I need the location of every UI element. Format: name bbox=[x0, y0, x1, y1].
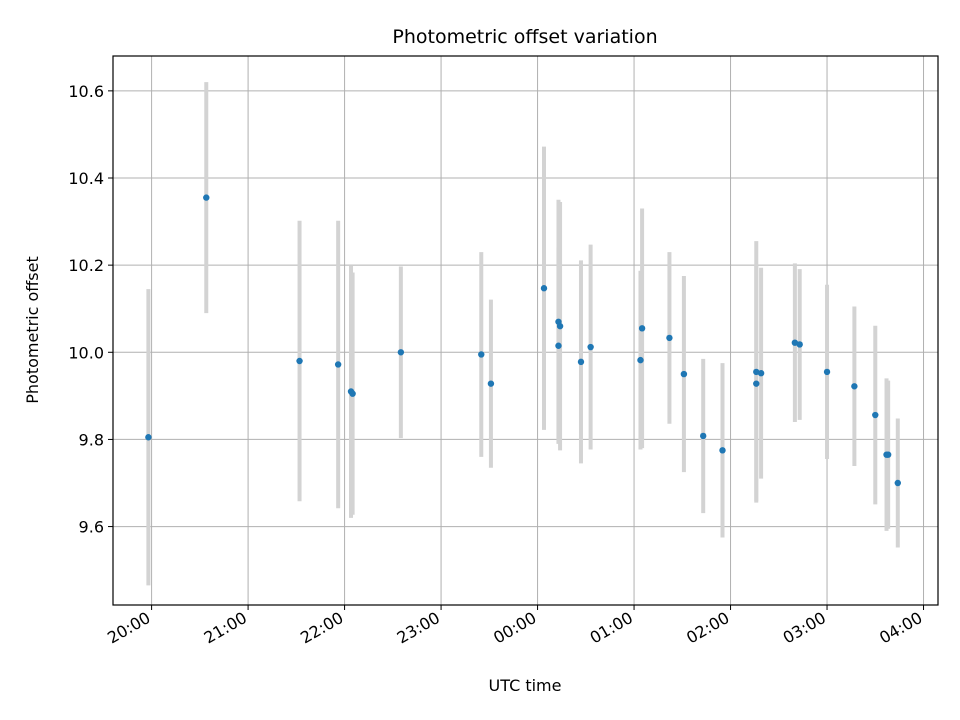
plot-frame bbox=[112, 55, 939, 606]
data-point bbox=[700, 432, 707, 440]
y-tick-label: 9.6 bbox=[79, 518, 104, 537]
data-point bbox=[145, 434, 152, 441]
x-tick-label: 22:00 bbox=[297, 608, 346, 648]
data-point bbox=[823, 368, 831, 376]
x-tick-label: 02:00 bbox=[683, 608, 732, 648]
data-point bbox=[791, 339, 799, 346]
y-axis-title: Photometric offset bbox=[23, 256, 42, 404]
x-tick-label: 20:00 bbox=[104, 608, 153, 648]
data-point bbox=[637, 356, 644, 364]
data-point bbox=[487, 380, 495, 387]
data-point bbox=[349, 390, 356, 397]
data-point bbox=[884, 451, 892, 458]
y-axis-ticks: 9.6 9.8 10.0 10.2 10.4 10.6 bbox=[68, 82, 113, 537]
data-point bbox=[894, 479, 901, 487]
data-point bbox=[719, 447, 726, 454]
data-point bbox=[872, 411, 879, 419]
data-point bbox=[334, 361, 342, 368]
data-point bbox=[666, 334, 673, 342]
x-tick-label: 03:00 bbox=[780, 608, 829, 648]
plot-background bbox=[113, 56, 938, 605]
data-point bbox=[796, 341, 803, 348]
y-tick-label: 9.8 bbox=[79, 430, 104, 449]
x-axis-title: UTC time bbox=[489, 676, 562, 695]
x-tick-label: 04:00 bbox=[876, 608, 925, 648]
data-point bbox=[478, 351, 485, 358]
x-tick-label: 23:00 bbox=[394, 608, 443, 648]
x-tick-label: 00:00 bbox=[490, 608, 539, 648]
data-point bbox=[540, 285, 548, 292]
grid bbox=[113, 56, 938, 605]
x-tick-label: 21:00 bbox=[201, 608, 250, 648]
data-point bbox=[556, 322, 564, 330]
data-point bbox=[397, 349, 405, 356]
data-point bbox=[203, 194, 210, 201]
y-tick-label: 10.6 bbox=[68, 82, 104, 101]
data-point bbox=[851, 383, 858, 390]
data-point bbox=[753, 368, 760, 376]
chart-title: Photometric offset variation bbox=[392, 26, 657, 48]
data-point bbox=[638, 325, 646, 332]
x-axis-ticks: 20:00 21:00 22:00 23:00 00:00 01:00 02:00 03:00… bbox=[104, 605, 926, 648]
data-point bbox=[577, 358, 585, 366]
y-tick-label: 10.0 bbox=[68, 343, 104, 362]
data-point bbox=[753, 380, 760, 387]
y-tick-label: 10.2 bbox=[68, 256, 104, 275]
x-tick-label: 01:00 bbox=[587, 608, 636, 648]
data-point bbox=[587, 343, 594, 351]
data-point bbox=[296, 357, 303, 365]
data-point bbox=[757, 370, 765, 377]
data-point bbox=[555, 342, 562, 349]
data-point bbox=[680, 370, 688, 378]
y-tick-label: 10.4 bbox=[68, 169, 104, 188]
data-points bbox=[145, 194, 901, 487]
